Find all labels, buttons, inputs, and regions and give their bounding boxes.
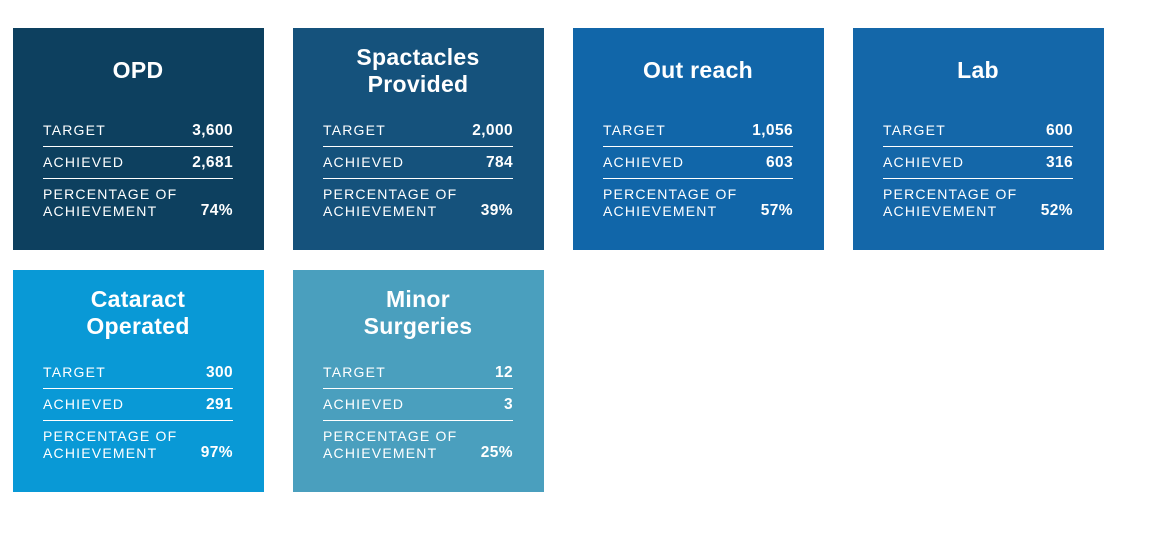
- metric-card-spectacles-provided: Spactacles Provided TARGET 2,000 ACHIEVE…: [293, 28, 544, 250]
- target-label: TARGET: [43, 122, 106, 138]
- metric-card-opd: OPD TARGET 3,600 ACHIEVED 2,681 PERCENTA…: [13, 28, 264, 250]
- card-stats: TARGET 600 ACHIEVED 316 PERCENTAGE OF AC…: [883, 115, 1073, 220]
- target-row: TARGET 3,600: [43, 115, 233, 147]
- achieved-label: ACHIEVED: [43, 154, 125, 170]
- target-label: TARGET: [43, 364, 106, 380]
- achieved-row: ACHIEVED 291: [43, 389, 233, 421]
- achieved-row: ACHIEVED 2,681: [43, 147, 233, 179]
- card-stats: TARGET 12 ACHIEVED 3 PERCENTAGE OF ACHIE…: [323, 357, 513, 462]
- achieved-value: 3: [503, 396, 513, 413]
- target-row: TARGET 300: [43, 357, 233, 389]
- target-value: 300: [205, 364, 233, 381]
- percentage-value: 25%: [480, 444, 513, 461]
- achieved-value: 603: [765, 154, 793, 171]
- percentage-value: 39%: [480, 202, 513, 219]
- card-title: Cataract Operated: [86, 285, 190, 339]
- target-row: TARGET 600: [883, 115, 1073, 147]
- percentage-label: PERCENTAGE OF ACHIEVEMENT: [323, 186, 458, 219]
- achieved-value: 784: [485, 154, 513, 171]
- percentage-value: 52%: [1040, 202, 1073, 219]
- kpi-card-grid: OPD TARGET 3,600 ACHIEVED 2,681 PERCENTA…: [13, 28, 1104, 492]
- card-stats: TARGET 2,000 ACHIEVED 784 PERCENTAGE OF …: [323, 115, 513, 220]
- achieved-label: ACHIEVED: [323, 154, 405, 170]
- achieved-row: ACHIEVED 316: [883, 147, 1073, 179]
- target-value: 3,600: [192, 122, 233, 139]
- metric-card-minor-surgeries: Minor Surgeries TARGET 12 ACHIEVED 3 PER…: [293, 270, 544, 492]
- target-row: TARGET 2,000: [323, 115, 513, 147]
- achieved-label: ACHIEVED: [603, 154, 685, 170]
- percentage-row: PERCENTAGE OF ACHIEVEMENT 25%: [323, 421, 513, 462]
- achieved-label: ACHIEVED: [43, 396, 125, 412]
- card-title: Out reach: [642, 57, 754, 84]
- percentage-value: 57%: [760, 202, 793, 219]
- achieved-row: ACHIEVED 603: [603, 147, 793, 179]
- achieved-row: ACHIEVED 784: [323, 147, 513, 179]
- target-label: TARGET: [323, 122, 386, 138]
- percentage-value: 97%: [200, 444, 233, 461]
- card-title: Lab: [957, 57, 999, 84]
- card-stats: TARGET 300 ACHIEVED 291 PERCENTAGE OF AC…: [43, 357, 233, 462]
- percentage-label: PERCENTAGE OF ACHIEVEMENT: [883, 186, 1018, 219]
- achieved-label: ACHIEVED: [323, 396, 405, 412]
- achieved-value: 2,681: [192, 154, 233, 171]
- target-label: TARGET: [883, 122, 946, 138]
- card-title: Spactacles Provided: [356, 43, 480, 97]
- percentage-row: PERCENTAGE OF ACHIEVEMENT 74%: [43, 179, 233, 220]
- metric-card-out-reach: Out reach TARGET 1,056 ACHIEVED 603 PERC…: [573, 28, 824, 250]
- percentage-label: PERCENTAGE OF ACHIEVEMENT: [43, 186, 178, 219]
- metric-card-lab: Lab TARGET 600 ACHIEVED 316 PERCENTAGE O…: [853, 28, 1104, 250]
- target-value: 2,000: [472, 122, 513, 139]
- percentage-row: PERCENTAGE OF ACHIEVEMENT 97%: [43, 421, 233, 462]
- target-label: TARGET: [603, 122, 666, 138]
- achieved-value: 291: [205, 396, 233, 413]
- target-value: 600: [1045, 122, 1073, 139]
- target-value: 12: [494, 364, 513, 381]
- metric-card-cataract-operated: Cataract Operated TARGET 300 ACHIEVED 29…: [13, 270, 264, 492]
- percentage-label: PERCENTAGE OF ACHIEVEMENT: [603, 186, 738, 219]
- target-row: TARGET 1,056: [603, 115, 793, 147]
- target-label: TARGET: [323, 364, 386, 380]
- percentage-label: PERCENTAGE OF ACHIEVEMENT: [43, 428, 178, 461]
- achieved-value: 316: [1045, 154, 1073, 171]
- card-title: Minor Surgeries: [363, 285, 473, 339]
- achieved-label: ACHIEVED: [883, 154, 965, 170]
- achieved-row: ACHIEVED 3: [323, 389, 513, 421]
- percentage-label: PERCENTAGE OF ACHIEVEMENT: [323, 428, 458, 461]
- percentage-row: PERCENTAGE OF ACHIEVEMENT 57%: [603, 179, 793, 220]
- card-stats: TARGET 1,056 ACHIEVED 603 PERCENTAGE OF …: [603, 115, 793, 220]
- target-value: 1,056: [752, 122, 793, 139]
- card-title: OPD: [112, 57, 164, 84]
- percentage-value: 74%: [200, 202, 233, 219]
- percentage-row: PERCENTAGE OF ACHIEVEMENT 39%: [323, 179, 513, 220]
- target-row: TARGET 12: [323, 357, 513, 389]
- card-stats: TARGET 3,600 ACHIEVED 2,681 PERCENTAGE O…: [43, 115, 233, 220]
- percentage-row: PERCENTAGE OF ACHIEVEMENT 52%: [883, 179, 1073, 220]
